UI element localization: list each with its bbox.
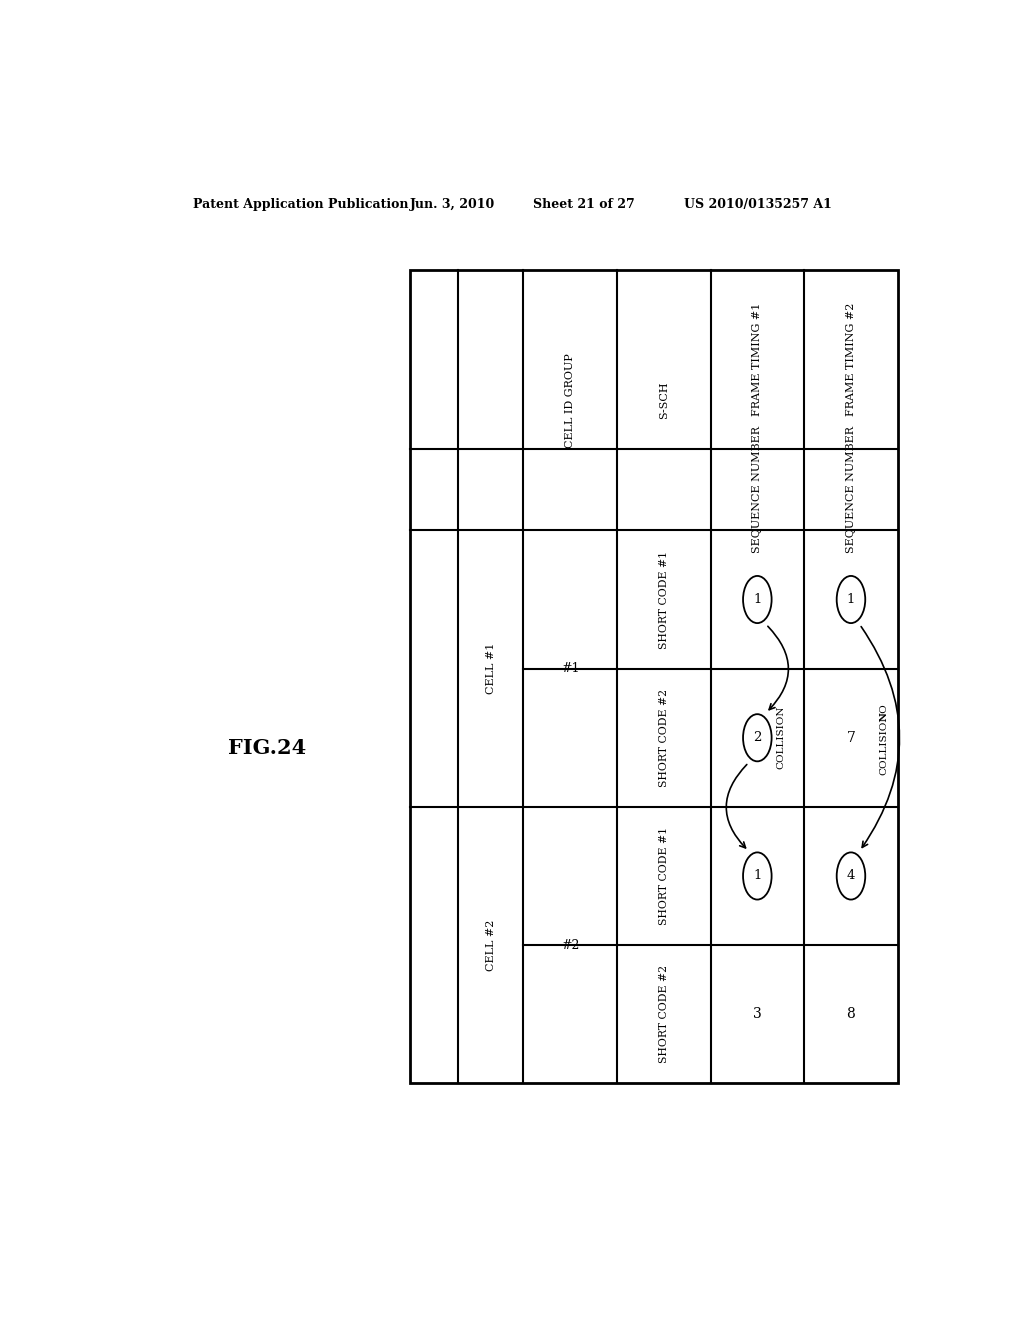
Text: CELL #2: CELL #2 (485, 920, 496, 970)
Bar (410, 271, 898, 1084)
Text: 4: 4 (847, 870, 855, 883)
Text: #1: #1 (561, 663, 580, 675)
Text: SHORT CODE #2: SHORT CODE #2 (658, 965, 669, 1064)
Text: SHORT CODE #2: SHORT CODE #2 (658, 689, 669, 787)
Text: FRAME TIMING #1: FRAME TIMING #1 (753, 304, 762, 416)
Text: Sheet 21 of 27: Sheet 21 of 27 (532, 198, 635, 211)
Text: CELL ID GROUP: CELL ID GROUP (565, 352, 575, 447)
Text: SHORT CODE #1: SHORT CODE #1 (658, 550, 669, 648)
Text: S-SCH: S-SCH (658, 381, 669, 420)
Text: FIG.24: FIG.24 (227, 738, 306, 758)
Text: FRAME TIMING #2: FRAME TIMING #2 (846, 304, 856, 416)
Text: SHORT CODE #1: SHORT CODE #1 (658, 826, 669, 925)
Text: Jun. 3, 2010: Jun. 3, 2010 (410, 198, 495, 211)
Text: NO: NO (880, 704, 889, 721)
Text: COLLISION: COLLISION (776, 706, 785, 770)
Text: #2: #2 (561, 939, 580, 952)
Text: SEQUENCE NUMBER: SEQUENCE NUMBER (846, 426, 856, 553)
Text: CELL #1: CELL #1 (485, 643, 496, 694)
Text: 3: 3 (753, 1007, 762, 1022)
Text: 2: 2 (753, 731, 762, 744)
Text: COLLISION: COLLISION (880, 711, 889, 775)
Text: Patent Application Publication: Patent Application Publication (194, 198, 409, 211)
Text: 1: 1 (847, 593, 855, 606)
Text: 7: 7 (847, 731, 855, 744)
Text: 8: 8 (847, 1007, 855, 1022)
Text: 1: 1 (753, 870, 762, 883)
Text: SEQUENCE NUMBER: SEQUENCE NUMBER (753, 426, 762, 553)
Text: US 2010/0135257 A1: US 2010/0135257 A1 (684, 198, 831, 211)
Text: 1: 1 (753, 593, 762, 606)
